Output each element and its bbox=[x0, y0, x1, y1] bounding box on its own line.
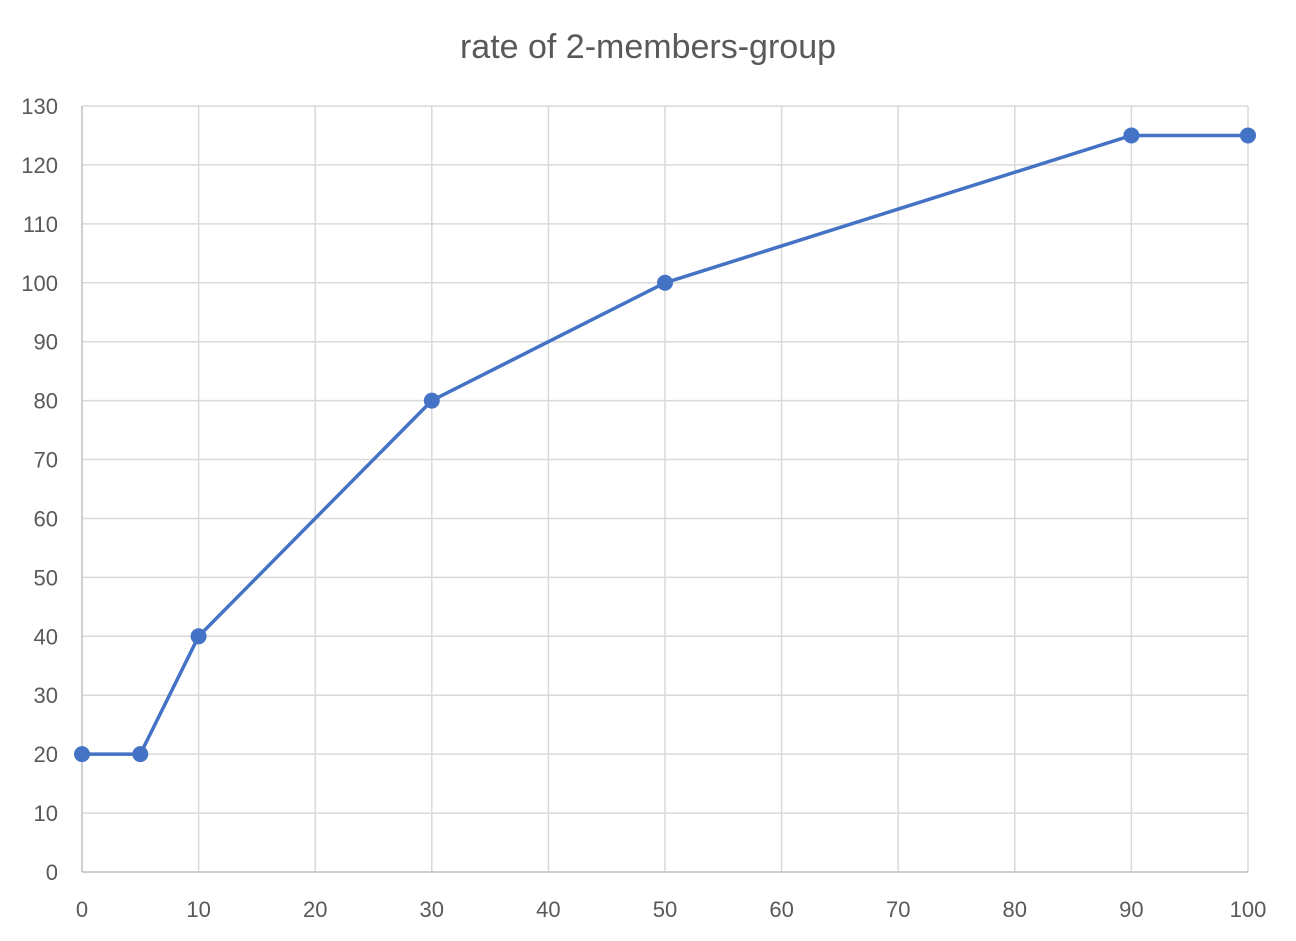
vertical-gridlines bbox=[197, 106, 1249, 872]
y-tick-label: 60 bbox=[34, 506, 58, 531]
x-tick-label: 100 bbox=[1230, 897, 1267, 922]
data-point bbox=[657, 274, 673, 291]
x-tick-label: 80 bbox=[1003, 897, 1027, 922]
y-tick-label: 120 bbox=[21, 153, 58, 178]
x-tick-label: 10 bbox=[186, 897, 210, 922]
data-point bbox=[74, 746, 90, 763]
x-tick-label: 90 bbox=[1119, 897, 1143, 922]
y-tick-label: 100 bbox=[21, 271, 58, 296]
data-point bbox=[423, 392, 440, 409]
x-tick-label: 60 bbox=[769, 897, 793, 922]
y-tick-label: 70 bbox=[34, 448, 58, 473]
x-tick-label: 50 bbox=[653, 897, 677, 922]
x-tick-label: 0 bbox=[76, 897, 88, 922]
x-axis-tick-labels: 0 10 20 30 40 50 60 70 80 90 100 bbox=[76, 897, 1266, 922]
x-tick-label: 70 bbox=[886, 897, 910, 922]
y-tick-label: 10 bbox=[34, 801, 58, 826]
data-point bbox=[190, 628, 207, 645]
x-tick-label: 30 bbox=[420, 897, 444, 922]
y-tick-label: 20 bbox=[34, 742, 58, 767]
data-point bbox=[1123, 127, 1140, 144]
y-tick-label: 40 bbox=[34, 624, 58, 649]
x-tick-label: 40 bbox=[536, 897, 560, 922]
y-tick-label: 130 bbox=[21, 94, 58, 119]
horizontal-gridlines bbox=[82, 105, 1248, 814]
data-point bbox=[1240, 127, 1256, 144]
data-series bbox=[74, 127, 1256, 763]
y-tick-label: 80 bbox=[34, 389, 58, 414]
y-tick-label: 0 bbox=[46, 860, 58, 885]
chart-title: rate of 2-members-group bbox=[460, 28, 836, 66]
x-tick-label: 20 bbox=[303, 897, 327, 922]
axes bbox=[81, 106, 1248, 873]
y-tick-label: 90 bbox=[34, 330, 58, 355]
y-tick-label: 110 bbox=[23, 212, 58, 237]
y-tick-label: 50 bbox=[34, 565, 58, 590]
y-axis-tick-labels: 0 10 20 30 40 50 60 70 80 90 100 110 120 130 bbox=[21, 94, 58, 885]
data-point bbox=[132, 746, 149, 763]
y-tick-label: 30 bbox=[34, 683, 58, 708]
